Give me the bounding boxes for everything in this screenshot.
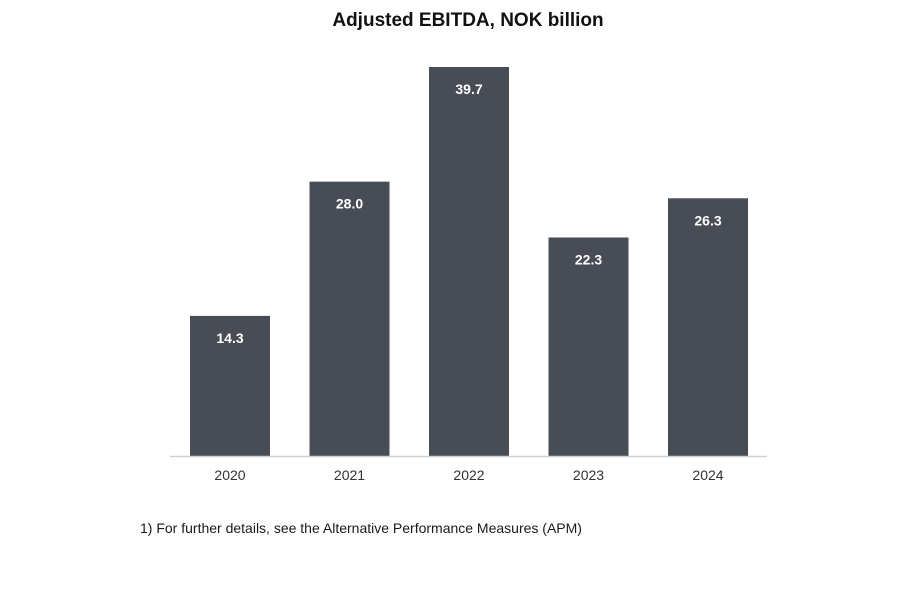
bar-value-label-2021: 28.0 [336,196,363,212]
x-tick-label-2022: 2022 [453,467,484,483]
bar-value-label-2024: 26.3 [694,212,721,228]
bar-value-label-2020: 14.3 [216,330,243,346]
x-tick-label-2023: 2023 [573,467,604,483]
bar-value-label-2022: 39.7 [455,81,482,97]
x-tick-label-2020: 2020 [214,467,245,483]
x-tick-labels-group: 2020 2021 2022 2023 2024 [214,467,723,483]
bars-group: 14.3 28.0 39.7 22.3 26.3 [190,67,748,456]
bar-2024 [668,198,748,456]
bar-2021 [309,181,390,456]
chart-title: Adjusted EBITDA, NOK billion [332,10,604,31]
footnote: 1) For further details, see the Alternat… [140,520,582,536]
bar-2023 [548,237,629,456]
x-tick-label-2021: 2021 [334,467,365,483]
bar-2022 [429,67,509,456]
bar-value-label-2023: 22.3 [575,251,602,267]
x-tick-label-2024: 2024 [692,467,723,483]
bar-2020 [190,315,270,456]
